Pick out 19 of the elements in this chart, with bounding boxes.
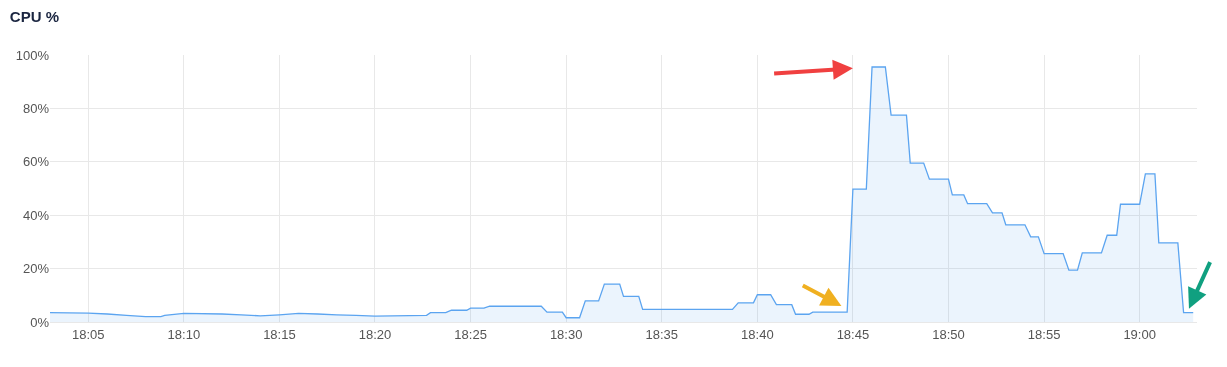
- x-tick-label: 18:35: [645, 326, 678, 342]
- y-tick-label: 100%: [15, 47, 50, 63]
- x-tick-label: 18:45: [836, 326, 870, 342]
- x-tick-label: 18:55: [1027, 326, 1061, 342]
- x-tick-label: 18:10: [167, 326, 201, 342]
- x-tick-label: 18:15: [263, 326, 296, 342]
- y-tick-label: 40%: [22, 207, 50, 223]
- y-tick-label: 60%: [22, 154, 50, 170]
- y-tick-label: 0%: [30, 314, 50, 330]
- y-tick-label: 20%: [22, 261, 50, 277]
- x-tick-label: 18:05: [71, 326, 105, 342]
- y-tick-label: 80%: [22, 100, 50, 116]
- x-tick-label: 18:50: [932, 326, 965, 342]
- x-tick-label: 18:25: [454, 326, 487, 342]
- x-tick-label: 18:20: [358, 326, 392, 342]
- x-tick-label: 19:00: [1123, 326, 1156, 342]
- x-tick-label: 18:40: [741, 326, 774, 342]
- x-tick-label: 18:30: [549, 326, 583, 342]
- chart-title: CPU %: [9, 7, 59, 25]
